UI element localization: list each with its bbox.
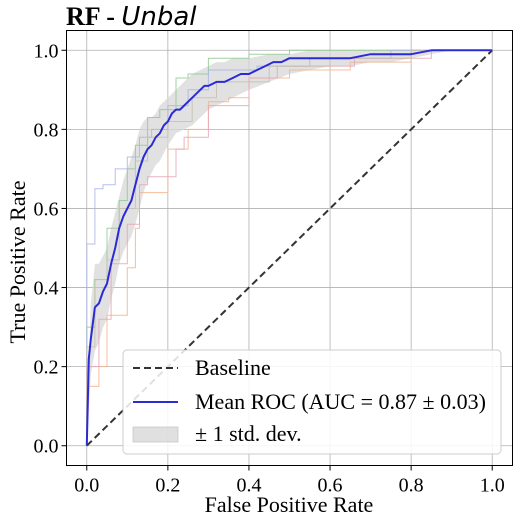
fold-curve-2 xyxy=(86,49,493,446)
y-tick-label-5: 1.0 xyxy=(34,40,59,62)
legend-box xyxy=(122,349,502,455)
legend: Baseline Mean ROC (AUC = 0.87 ± 0.03) ± … xyxy=(122,349,502,455)
x-tick-label-2: 0.4 xyxy=(236,475,261,497)
x-ticks: 0.0 0.2 0.4 0.6 0.8 1.0 xyxy=(74,465,505,497)
y-tick-label-2: 0.4 xyxy=(34,278,59,300)
y-axis-label: True Positive Rate xyxy=(5,181,30,344)
fold-curves xyxy=(86,49,493,446)
legend-baseline-label: Baseline xyxy=(195,355,271,380)
chart-title-italic: Unbal xyxy=(121,2,197,32)
x-tick-label-1: 0.2 xyxy=(155,475,180,497)
y-tick-label-3: 0.6 xyxy=(34,198,59,220)
fold-curve-5 xyxy=(86,49,493,446)
y-tick-label-4: 0.8 xyxy=(34,119,59,141)
x-tick-label-3: 0.6 xyxy=(318,475,343,497)
legend-mean-roc-label: Mean ROC (AUC = 0.87 ± 0.03) xyxy=(195,389,486,414)
x-tick-label-5: 1.0 xyxy=(480,475,505,497)
mean-roc-line xyxy=(85,49,493,446)
y-ticks: 0.0 0.2 0.4 0.6 0.8 1.0 xyxy=(34,40,67,458)
plot-frame xyxy=(66,30,513,466)
legend-std-swatch xyxy=(132,426,179,443)
y-tick-label-0: 0.0 xyxy=(34,436,59,458)
x-axis-label: False Positive Rate xyxy=(205,492,374,517)
chart-title: RF - Unbal xyxy=(66,2,197,32)
chart-title-bold: RF - xyxy=(66,2,121,31)
x-tick-label-0: 0.0 xyxy=(74,475,99,497)
y-tick-label-1: 0.2 xyxy=(34,357,59,379)
fold-curve-1 xyxy=(86,49,493,446)
x-tick-label-4: 0.8 xyxy=(399,475,424,497)
legend-std-label: ± 1 std. dev. xyxy=(195,421,302,446)
